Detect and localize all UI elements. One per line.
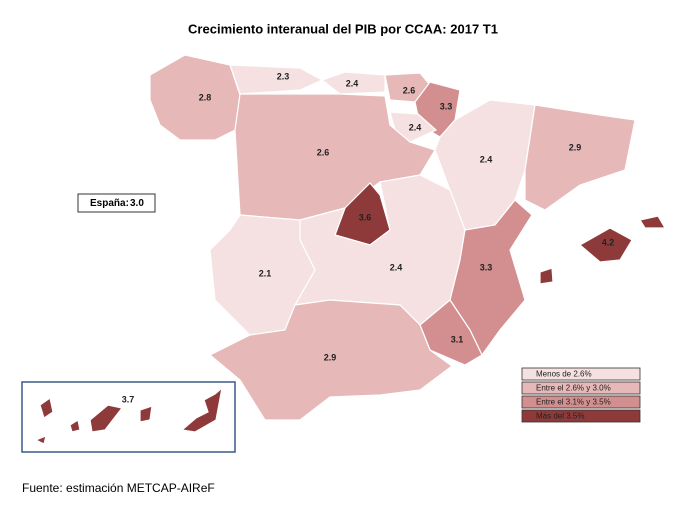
region-label: 3.6 [359,212,372,222]
region-label: 3.3 [440,101,453,111]
region [208,299,454,421]
region-label: 4.2 [602,237,615,247]
region [524,104,636,211]
region [34,386,223,445]
canarias-box [21,381,236,453]
region-label: 2.4 [409,122,422,132]
region-label: 2.4 [480,154,493,164]
legend-swatch [521,367,641,381]
region-label: 2.3 [277,71,290,81]
legend-label: Entre el 2.6% y 3.0% [536,384,611,393]
legend-swatch [521,409,641,423]
region [320,71,386,95]
legend-label: Entre el 3.1% y 3.5% [536,398,611,407]
region [229,64,324,95]
region-label: 3.1 [451,334,464,344]
region-label: 2.1 [259,268,272,278]
region-label: 2.9 [324,352,337,362]
region-label: 2.4 [390,262,403,272]
source: Fuente: estimación METCAP-AIReF [22,481,215,495]
region-label: 2.6 [317,147,330,157]
region-label: 3.7 [122,394,135,404]
legend-swatch [521,381,641,395]
legend-label: Más del 3.5% [536,412,584,421]
map-title: Crecimiento interanual del PIB por CCAA:… [188,21,498,36]
legend-label: Menos de 2.6% [536,370,592,379]
region-label: 2.4 [346,78,359,88]
spain-value: 3.0 [130,198,144,209]
region-label: 2.6 [403,85,416,95]
region [149,54,241,141]
region [539,215,667,285]
legend-swatch [521,395,641,409]
region-label: 3.3 [480,262,493,272]
region [449,199,533,357]
spain-label: España: [90,198,129,209]
region-label: 2.9 [569,142,582,152]
region-label: 2.8 [199,92,212,102]
spain-box [77,193,156,213]
